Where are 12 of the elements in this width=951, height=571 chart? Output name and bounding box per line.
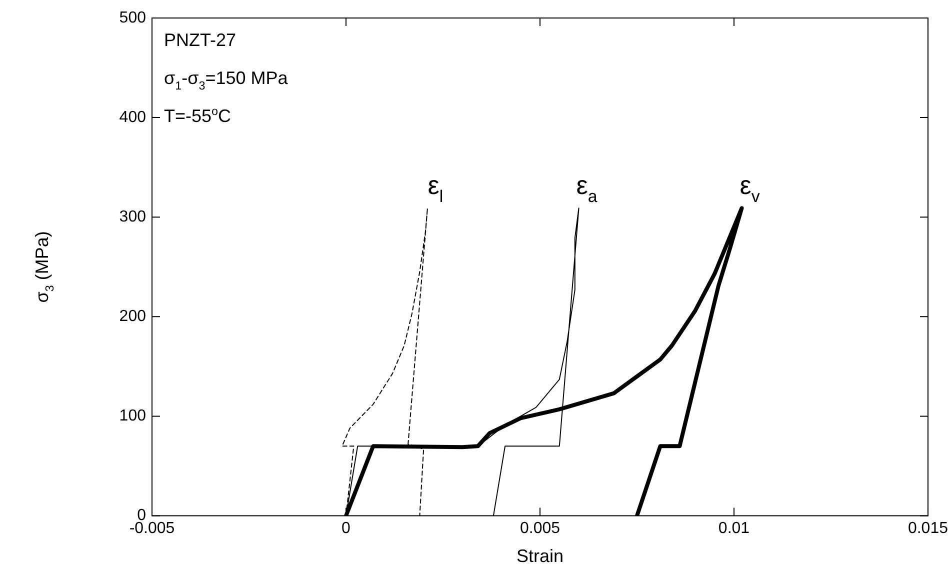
y-axis-title: σ3 (MPa) — [32, 231, 56, 303]
y-tick-label: 200 — [119, 308, 146, 326]
x-tick-label: 0.005 — [520, 520, 560, 537]
y-tick-label: 400 — [119, 108, 146, 126]
x-axis-title: Strain — [516, 546, 564, 566]
y-tick-label: 300 — [119, 208, 146, 226]
x-tick-label: 0 — [342, 520, 351, 537]
y-tick-label: 100 — [119, 408, 146, 425]
annotation: PNZT-27 — [164, 30, 236, 50]
x-tick-label: 0.01 — [718, 520, 750, 537]
x-tick-label: 0.015 — [908, 520, 948, 537]
y-tick-label: 500 — [119, 9, 146, 26]
